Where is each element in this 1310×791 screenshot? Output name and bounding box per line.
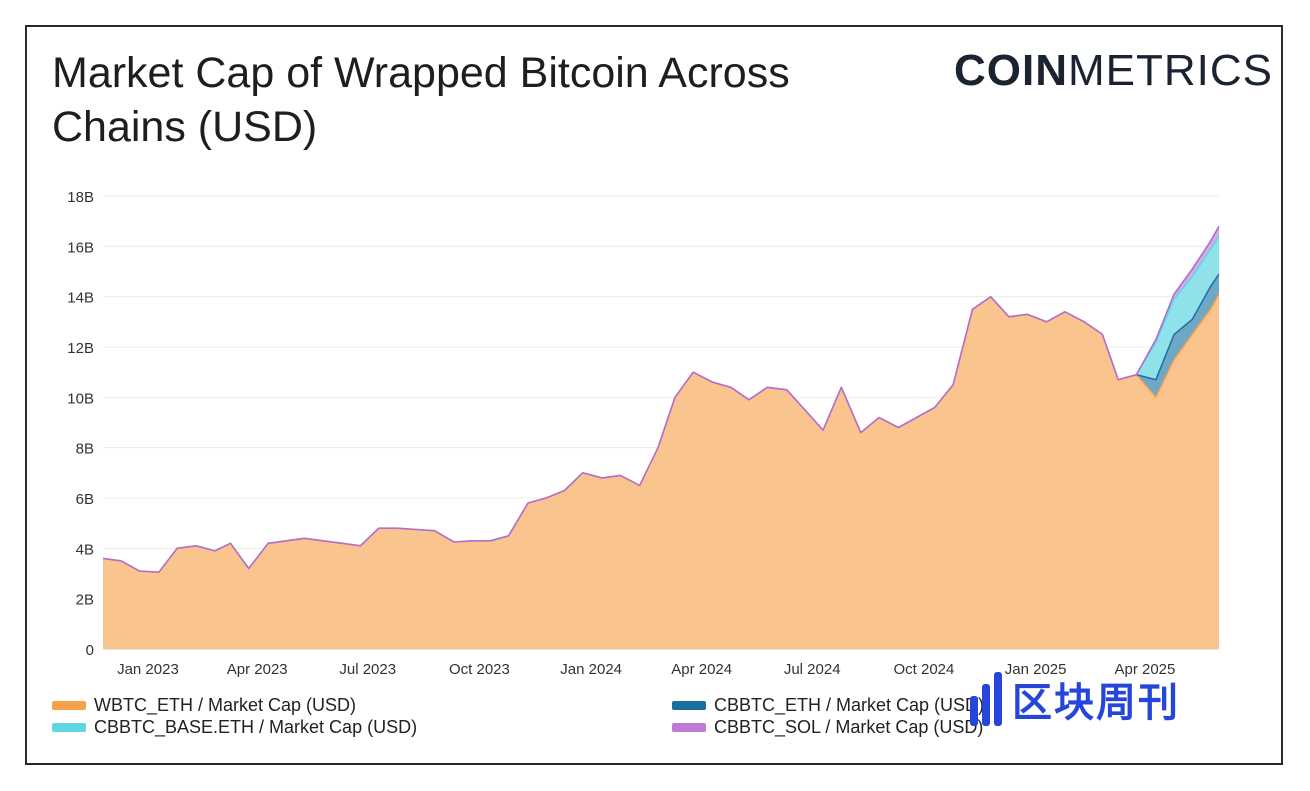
legend-swatch-icon	[672, 701, 706, 710]
legend-item-cbbtc-base: CBBTC_BASE.ETH / Market Cap (USD)	[52, 717, 417, 738]
legend-item-cbbtc-sol: CBBTC_SOL / Market Cap (USD)	[672, 717, 983, 738]
coinmetrics-logo: COINMETRICS	[954, 46, 1273, 96]
x-tick-label: Jul 2024	[784, 661, 841, 678]
x-tick-labels: Jan 2023 Apr 2023 Jul 2023 Oct 2023 Jan 2024…	[117, 661, 1175, 678]
y-tick-label: 0	[86, 642, 94, 659]
legend-item-wbtc-eth: WBTC_ETH / Market Cap (USD)	[52, 695, 356, 716]
legend-label: WBTC_ETH / Market Cap (USD)	[94, 695, 357, 715]
x-tick-label: Jan 2023	[117, 661, 179, 678]
brand-light: METRICS	[1068, 46, 1273, 95]
legend-label: CBBTC_ETH / Market Cap (USD)	[714, 695, 985, 715]
x-tick-label: Oct 2024	[893, 661, 954, 678]
area-cbbtc-eth	[1136, 274, 1219, 398]
y-tick-labels: 0 2B 4B 6B 8B 10B 12B 14B 16B 18B	[67, 189, 94, 659]
line-cbbtc-eth	[1136, 273, 1220, 381]
y-tick-label: 16B	[67, 239, 94, 256]
area-cbbtc-base	[1136, 236, 1219, 380]
brand-bold: COIN	[954, 46, 1068, 95]
y-tick-label: 4B	[76, 541, 94, 558]
legend-item-cbbtc-eth: CBBTC_ETH / Market Cap (USD)	[672, 695, 984, 716]
y-tick-label: 12B	[67, 340, 94, 357]
chart-title: Market Cap of Wrapped Bitcoin Across Cha…	[52, 49, 790, 151]
x-tick-label: Apr 2023	[227, 661, 288, 678]
legend-swatch-icon	[672, 723, 706, 732]
y-tick-label: 18B	[67, 189, 94, 206]
line-cbbtc-base	[1135, 235, 1220, 376]
x-tick-label: Apr 2024	[671, 661, 732, 678]
y-tick-label: 14B	[67, 290, 94, 307]
x-tick-label: Jul 2023	[339, 661, 396, 678]
overlay-watermark: 区块周刊	[970, 670, 1180, 728]
y-tick-label: 6B	[76, 491, 94, 508]
y-tick-label: 2B	[76, 592, 94, 609]
legend-swatch-icon	[52, 723, 86, 732]
y-tick-label: 10B	[67, 390, 94, 407]
overlay-logo-icon	[970, 672, 1002, 726]
x-tick-label: Oct 2023	[449, 661, 510, 678]
legend-label: CBBTC_SOL / Market Cap (USD)	[714, 717, 984, 737]
overlay-text: 区块周刊	[1012, 681, 1180, 725]
area-wbtc-eth	[103, 294, 1219, 649]
data-areas	[102, 225, 1220, 649]
legend-label: CBBTC_BASE.ETH / Market Cap (USD)	[94, 717, 418, 737]
x-tick-label: Jan 2024	[560, 661, 622, 678]
x-tick-label: Jan 2025	[1005, 661, 1067, 678]
y-tick-label: 8B	[76, 441, 94, 458]
line-cbbtc-sol	[102, 225, 1220, 573]
legend-swatch-icon	[52, 701, 86, 710]
x-tick-label: Apr 2025	[1114, 661, 1175, 678]
